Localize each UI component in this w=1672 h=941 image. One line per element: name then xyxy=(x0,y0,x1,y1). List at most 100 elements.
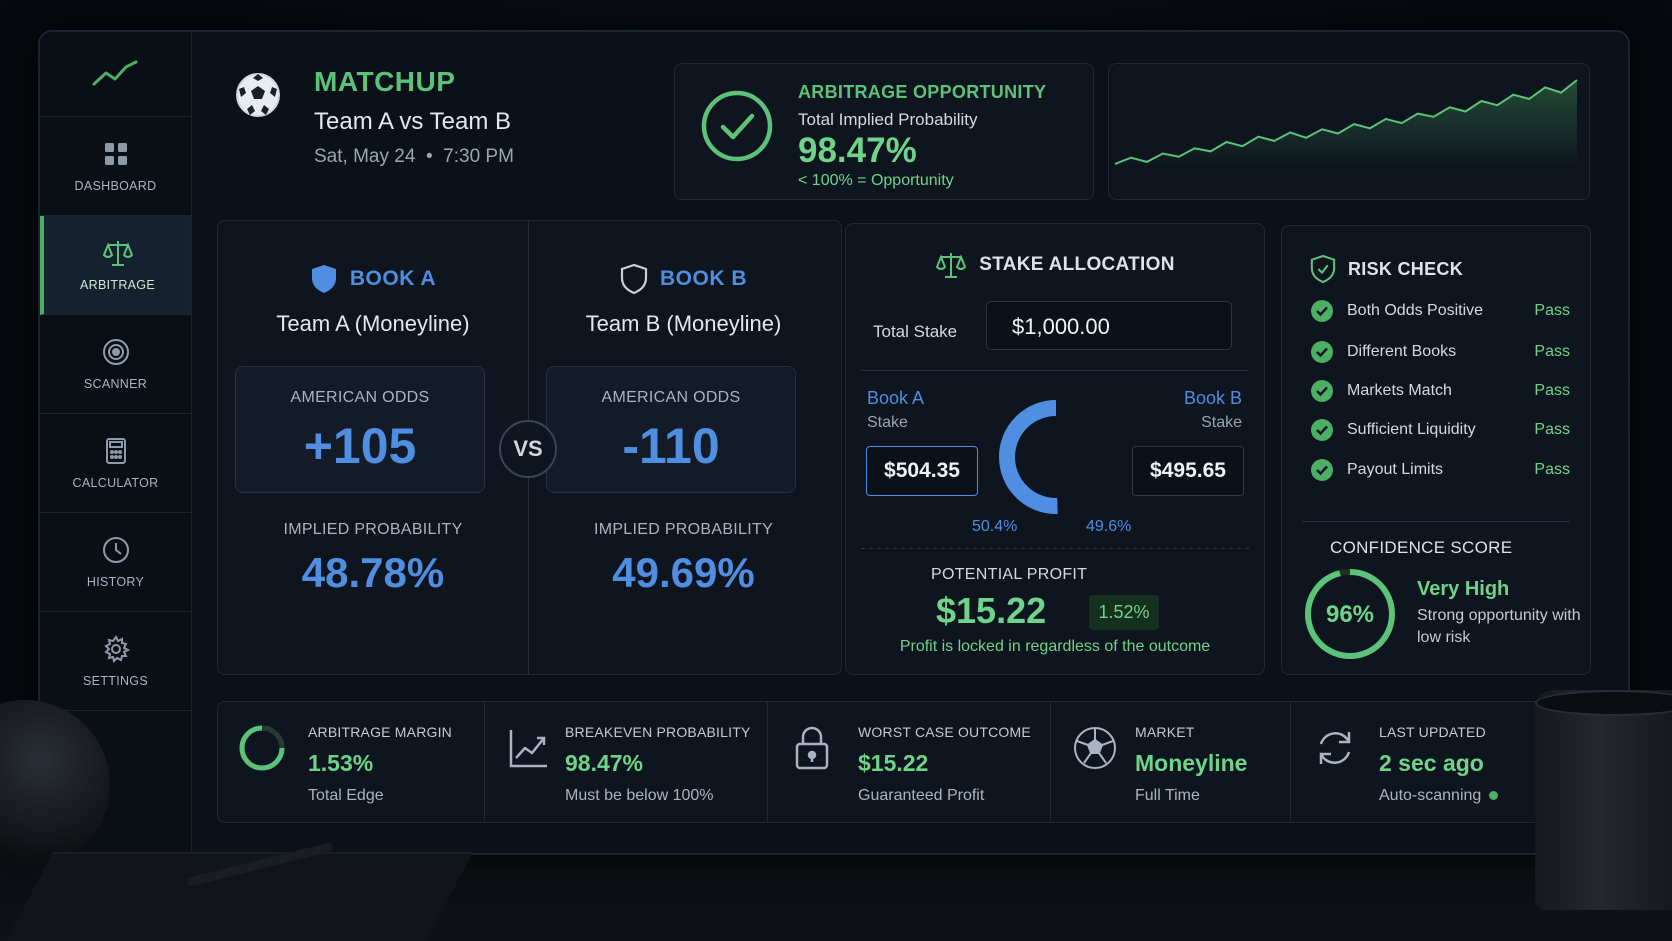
risk-row-label: Payout Limits xyxy=(1347,461,1444,478)
stat-market: MARKET Moneyline Full Time xyxy=(1051,702,1291,822)
sidebar-item-label: SETTINGS xyxy=(83,674,148,688)
lock-icon xyxy=(795,726,829,770)
risk-header: RISK CHECK xyxy=(1310,254,1463,284)
risk-row-status: Pass xyxy=(1534,461,1570,478)
shield-filled-icon xyxy=(311,265,336,293)
sidebar-item-arbitrage[interactable]: ARBITRAGE xyxy=(40,216,191,315)
trend-logo-icon xyxy=(92,60,137,86)
total-stake-input[interactable]: $1,000.00 xyxy=(986,301,1232,350)
risk-row: Different Books Pass xyxy=(1310,339,1570,365)
arbitrage-value: 98.47% xyxy=(798,131,917,170)
risk-title: RISK CHECK xyxy=(1348,258,1464,279)
confidence-value: 96% xyxy=(1326,601,1374,628)
scales-icon xyxy=(102,241,133,266)
refresh-icon[interactable] xyxy=(1311,724,1359,772)
odds-label: AMERICAN ODDS xyxy=(601,389,741,406)
risk-row-label: Markets Match xyxy=(1347,382,1452,399)
donut-segment-book-a xyxy=(999,400,1113,514)
odds-label: AMERICAN ODDS xyxy=(290,389,430,406)
stat-sub: Full Time xyxy=(1135,787,1200,804)
matchup-label: MATCHUP xyxy=(314,66,456,97)
book-a-column: BOOK A Team A (Moneyline) AMERICAN ODDS … xyxy=(218,221,528,674)
book-a-stake-value[interactable]: $504.35 xyxy=(866,446,978,496)
sidebar-item-label: CALCULATOR xyxy=(72,476,159,490)
sidebar-item-scanner[interactable]: SCANNER xyxy=(40,315,191,414)
book-b-stake-value[interactable]: $495.65 xyxy=(1132,446,1244,496)
mug-prop xyxy=(1535,690,1672,910)
shield-check-icon xyxy=(1310,254,1336,284)
stat-sub: Auto-scanning xyxy=(1379,787,1482,804)
arbitrage-opportunity-card: ARBITRAGE OPPORTUNITY Total Implied Prob… xyxy=(674,63,1094,200)
book-a-stake-title: Book A xyxy=(867,388,925,408)
risk-check-card: RISK CHECK Both Odds Positive Pass Diffe… xyxy=(1281,225,1591,675)
sidebar-item-label: HISTORY xyxy=(86,575,145,589)
risk-row: Markets Match Pass xyxy=(1310,378,1570,404)
stat-value: Moneyline xyxy=(1135,750,1248,776)
stat-last-updated: LAST UPDATED 2 sec ago Auto-scanning xyxy=(1291,702,1610,822)
main-content: MATCHUP Team A vs Team B Sat, May 24 • 7… xyxy=(192,32,1628,853)
dashed-divider xyxy=(861,548,1249,549)
risk-row-label: Sufficient Liquidity xyxy=(1347,421,1476,438)
stake-split-donut xyxy=(999,400,1113,514)
stat-value: $15.22 xyxy=(858,750,929,776)
stat-value: 2 sec ago xyxy=(1379,750,1484,776)
potential-profit-value: $15.22 xyxy=(936,590,1047,631)
risk-row-status: Pass xyxy=(1534,302,1570,319)
check-circle-icon xyxy=(1311,419,1333,441)
matchup-time: 7:30 PM xyxy=(443,146,514,167)
sidebar-item-calculator[interactable]: CALCULATOR xyxy=(40,414,191,513)
live-status-dot xyxy=(1489,791,1499,801)
dashboard-window: DASHBOARD ARBITRAGE SCANNER CALCULATOR H… xyxy=(38,30,1630,855)
gear-icon xyxy=(103,635,130,663)
sidebar-item-settings[interactable]: SETTINGS xyxy=(40,612,191,711)
matchup-teams: Team A vs Team B xyxy=(314,108,511,135)
book-b-odds: -110 xyxy=(622,418,720,474)
sidebar-item-history[interactable]: HISTORY xyxy=(40,513,191,612)
stat-label: MARKET xyxy=(1135,724,1195,740)
stake-title: STAKE ALLOCATION xyxy=(979,254,1175,275)
risk-row-label: Different Books xyxy=(1347,343,1457,360)
check-circle-icon xyxy=(701,90,773,162)
stats-bar: ARBITRAGE MARGIN 1.53% Total Edge BREAKE… xyxy=(217,701,1611,823)
stat-label: BREAKEVEN PROBABILITY xyxy=(565,724,751,740)
book-a-odds: +105 xyxy=(303,418,417,474)
calculator-icon xyxy=(105,438,126,464)
arbitrage-subtitle: Total Implied Probability xyxy=(798,110,978,129)
clock-icon xyxy=(102,537,129,563)
soccer-ball-icon xyxy=(236,73,280,117)
book-a-team: Team A (Moneyline) xyxy=(276,311,470,336)
sidebar-item-label: SCANNER xyxy=(83,377,148,391)
sidebar-item-label: DASHBOARD xyxy=(74,179,157,193)
risk-row: Payout Limits Pass xyxy=(1310,457,1570,483)
risk-row: Both Odds Positive Pass xyxy=(1310,298,1570,324)
stat-breakeven-probability: BREAKEVEN PROBABILITY 98.47% Must be bel… xyxy=(485,702,768,822)
risk-row-status: Pass xyxy=(1534,382,1570,399)
trend-sparkline xyxy=(1114,79,1578,168)
stat-sub: Guaranteed Profit xyxy=(858,787,985,804)
book-b-header: BOOK B xyxy=(529,263,838,295)
confidence-title: Very High xyxy=(1417,578,1510,600)
vs-badge: VS xyxy=(499,420,557,478)
stat-sub: Must be below 100% xyxy=(565,787,714,804)
stat-sub: Total Edge xyxy=(308,787,384,804)
risk-row-status: Pass xyxy=(1534,421,1570,438)
stat-label: ARBITRAGE MARGIN xyxy=(308,724,452,740)
stat-worst-case: WORST CASE OUTCOME $15.22 Guaranteed Pro… xyxy=(768,702,1051,822)
divider xyxy=(1302,521,1570,522)
book-a-stake-sub: Stake xyxy=(867,414,908,431)
app-logo[interactable] xyxy=(40,32,191,117)
book-b-stake-sub: Stake xyxy=(1201,414,1242,431)
book-a-stake-pct: 50.4% xyxy=(972,518,1018,535)
implied-probability-label: IMPLIED PROBABILITY xyxy=(283,521,463,538)
confidence-gauge: 96% xyxy=(1305,569,1395,659)
sidebar-item-dashboard[interactable]: DASHBOARD xyxy=(40,117,191,216)
book-b-implied-probability: 49.69% xyxy=(612,549,755,596)
trend-sparkline-card xyxy=(1108,63,1590,200)
ring-gauge-icon xyxy=(239,725,285,771)
mug-rim xyxy=(1535,690,1672,716)
stat-arbitrage-margin: ARBITRAGE MARGIN 1.53% Total Edge xyxy=(218,702,485,822)
stake-header: STAKE ALLOCATION xyxy=(846,250,1264,280)
total-stake-label: Total Stake xyxy=(873,322,958,341)
profit-percent-badge: 1.52% xyxy=(1089,595,1159,630)
stake-allocation-card: STAKE ALLOCATION Total Stake $1,000.00 B… xyxy=(845,223,1265,675)
